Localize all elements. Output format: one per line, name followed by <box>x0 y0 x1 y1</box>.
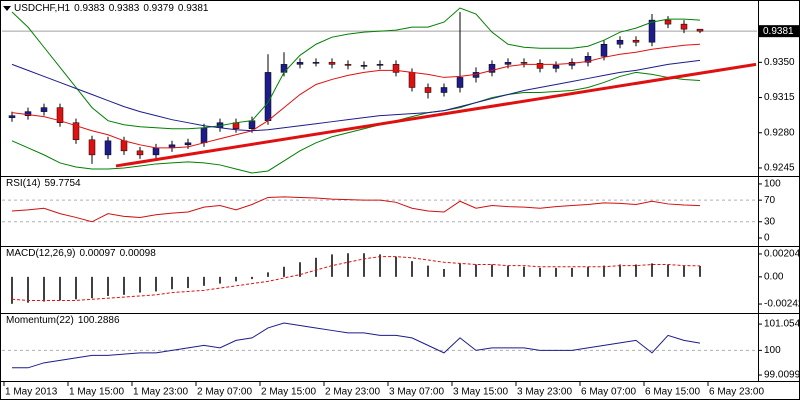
header-value: 0.9383 <box>74 3 105 14</box>
candle-body <box>552 65 560 69</box>
candle-body <box>392 64 400 73</box>
candle-body <box>456 77 464 88</box>
y-tick-label: 70 <box>764 195 776 206</box>
indicator-line <box>11 71 701 174</box>
panel-title: Momentum(22) <box>6 315 74 326</box>
panel-title: USDCHF,H1 <box>14 3 71 14</box>
candle-body <box>40 107 48 112</box>
y-tick-label: -0.00242 <box>764 299 800 310</box>
header-value: 0.9381 <box>178 3 209 14</box>
candle-body <box>632 39 640 43</box>
panel-header: Momentum(22) 100.2886 <box>6 315 120 326</box>
panel-title: MACD(12,26,9) <box>6 248 75 259</box>
x-tick-label: 2 May 07:00 <box>197 387 252 398</box>
indicator-line <box>11 196 701 223</box>
candle-body <box>136 150 144 156</box>
indicator-line <box>11 43 701 149</box>
candle-body <box>408 72 416 88</box>
candle-body <box>536 63 544 69</box>
header-value: 100.2886 <box>78 315 120 326</box>
x-tick-label: 6 May 23:00 <box>709 387 764 398</box>
y-tick-label: 0.9280 <box>764 127 795 138</box>
candle-body <box>312 62 320 64</box>
x-tick-label: 3 May 07:00 <box>389 387 444 398</box>
candle-body <box>520 62 528 64</box>
candle-body <box>376 64 384 66</box>
trendline <box>115 62 757 168</box>
header-value: 59.7754 <box>44 178 81 189</box>
candle-body <box>200 127 208 144</box>
price-box <box>759 25 799 38</box>
candle-body <box>344 64 352 66</box>
x-tick-label: 2 May 15:00 <box>261 387 316 398</box>
candle-body <box>584 56 592 63</box>
panel-header: MACD(12,26,9) 0.00097 0.00098 <box>6 248 156 259</box>
menu-arrow[interactable] <box>3 6 11 11</box>
candle-body <box>440 87 448 93</box>
candle-body <box>104 140 112 156</box>
candle-body <box>8 115 16 118</box>
header-value: 0.9379 <box>143 3 174 14</box>
candle-body <box>328 62 336 65</box>
y-tick-label: 0.9315 <box>764 92 795 103</box>
candle-body <box>648 19 656 43</box>
indicator-line <box>11 7 701 130</box>
candle-body <box>232 122 240 129</box>
candle-body <box>296 62 304 65</box>
x-tick-label: 3 May 15:00 <box>453 387 508 398</box>
candle-body <box>264 72 272 121</box>
y-tick-label: 100 <box>764 179 781 190</box>
y-tick-label: 0 <box>764 233 770 244</box>
candle-body <box>120 140 128 152</box>
indicator-line <box>12 322 701 369</box>
candle-body <box>280 64 288 73</box>
header-value: 0.9383 <box>109 3 140 14</box>
candle-body <box>360 65 368 67</box>
candle-body <box>248 120 256 129</box>
candle-body <box>184 142 192 146</box>
candle-body <box>488 64 496 73</box>
x-tick-label: 6 May 07:00 <box>581 387 636 398</box>
candle-body <box>24 111 32 116</box>
y-tick-label: 0.9350 <box>764 57 795 68</box>
x-tick-label: 1 May 15:00 <box>69 387 124 398</box>
candle-body <box>664 19 672 25</box>
candle-body <box>680 23 688 30</box>
y-tick-label: 101.0546 <box>764 319 800 330</box>
y-tick-label: 0.00 <box>764 271 784 282</box>
header-value: 0.00097 <box>79 248 116 259</box>
panel-header: RSI(14) 59.7754 <box>6 178 81 189</box>
candle-body <box>504 62 512 65</box>
y-tick-label: 0.00204 <box>764 249 800 260</box>
indicator-line <box>11 59 701 132</box>
candle-body <box>152 147 160 156</box>
header-value: 0.00098 <box>120 248 157 259</box>
candle-body <box>72 122 80 141</box>
x-tick-label: 6 May 15:00 <box>645 387 700 398</box>
y-tick-label: 99.0099 <box>764 370 800 381</box>
candle-body <box>616 39 624 45</box>
candle-body <box>88 139 96 156</box>
panel-header: USDCHF,H1 0.9383 0.9383 0.9379 0.9381 <box>14 3 209 14</box>
x-tick-label: 3 May 23:00 <box>517 387 572 398</box>
indicator-line <box>11 256 701 301</box>
candle-body <box>424 87 432 93</box>
x-tick-label: 1 May 23:00 <box>133 387 188 398</box>
x-tick-label: 1 May 2013 <box>5 387 58 398</box>
price-box-label: 0.9381 <box>763 26 794 37</box>
y-tick-label: 0.9245 <box>764 163 795 174</box>
y-tick-label: 30 <box>764 216 776 227</box>
candle-body <box>696 28 704 32</box>
panel-title: RSI(14) <box>6 178 40 189</box>
candle-body <box>600 43 608 57</box>
y-tick-label: 100 <box>764 345 781 356</box>
x-tick-label: 2 May 23:00 <box>325 387 380 398</box>
candle-body <box>56 107 64 123</box>
